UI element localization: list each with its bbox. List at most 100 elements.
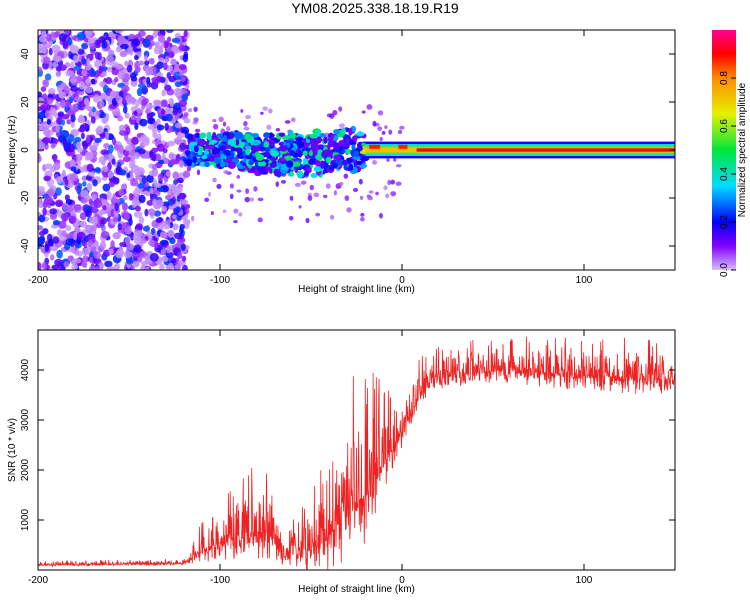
heatmap-cell	[180, 75, 186, 83]
heatmap-cell	[151, 163, 158, 171]
heatmap-cell	[47, 188, 55, 197]
heatmap-cell	[173, 102, 181, 111]
heatmap-cell	[341, 127, 347, 135]
heatmap-cell	[257, 160, 267, 168]
heatmap-cell	[67, 255, 74, 262]
heatmap-cell	[147, 208, 156, 216]
y-tick-label: -20	[20, 190, 31, 205]
heatmap-cell	[70, 85, 79, 92]
heatmap-cell	[90, 224, 98, 232]
heatmap-cell	[57, 111, 64, 117]
heatmap-cell	[56, 249, 63, 259]
heatmap-cell	[68, 215, 77, 224]
heatmap-cell	[132, 38, 141, 47]
heatmap-cell	[49, 254, 55, 261]
heatmap-cell	[44, 196, 54, 205]
heatmap-cell	[196, 169, 201, 176]
heatmap-cell	[133, 244, 142, 253]
heatmap-cell	[278, 132, 286, 137]
heatmap-cell	[99, 208, 106, 215]
heatmap-cell	[54, 258, 63, 267]
heatmap-cell	[74, 249, 80, 256]
heatmap-cell	[338, 106, 343, 112]
heatmap-cell	[61, 230, 67, 237]
heatmap-cell	[296, 140, 305, 149]
heatmap-cell	[117, 70, 125, 80]
heatmap-cell	[204, 161, 210, 167]
heatmap-cell	[42, 79, 50, 88]
heatmap-cell	[182, 54, 189, 63]
heatmap-cell	[147, 117, 155, 125]
heatmap-cell	[47, 88, 56, 95]
heatmap-cell	[79, 212, 87, 221]
heatmap-cell	[76, 141, 82, 149]
heatmap-cell	[314, 145, 319, 152]
heatmap-cell	[80, 189, 89, 198]
heatmap-cell	[174, 71, 180, 78]
heatmap-cell	[43, 175, 51, 182]
heatmap-cell	[358, 178, 363, 185]
heatmap-cell	[146, 76, 151, 84]
heatmap-cell	[323, 136, 328, 144]
heatmap-cell	[249, 197, 255, 202]
heatmap-cell	[355, 160, 363, 166]
heatmap-cell	[44, 243, 50, 253]
heatmap-cell	[144, 103, 153, 109]
heatmap-cell	[93, 266, 100, 270]
heatmap-cell	[102, 204, 107, 211]
y-tick-label: -40	[20, 238, 31, 253]
heatmap-cell	[258, 166, 267, 174]
heatmap-cell	[121, 183, 128, 191]
heatmap-cell	[174, 81, 182, 88]
heatmap-cell	[348, 163, 354, 171]
y-tick-label: 20	[20, 96, 31, 108]
heatmap-cell	[159, 263, 165, 270]
heatmap-cell	[178, 192, 187, 200]
heatmap-cell	[132, 260, 140, 268]
heatmap-cell	[361, 142, 367, 147]
heatmap-cell	[112, 216, 119, 223]
heatmap-cell	[181, 126, 190, 135]
heatmap-cell	[134, 33, 142, 40]
heatmap-cell	[139, 251, 148, 258]
heatmap-cell	[164, 55, 170, 63]
heatmap-cell	[38, 140, 44, 149]
heatmap-cell	[131, 199, 137, 209]
heatmap-cell	[142, 225, 150, 232]
heatmap-cell	[176, 251, 183, 260]
heatmap-cell	[99, 111, 107, 118]
heatmap-cell	[222, 209, 227, 213]
heatmap-cell	[112, 193, 117, 203]
heatmap-cell	[157, 133, 162, 141]
heatmap-cell	[38, 262, 42, 270]
heatmap-cell	[159, 186, 165, 192]
heatmap-cell	[149, 57, 155, 65]
heatmap-cell	[181, 93, 188, 102]
heatmap-cell	[94, 137, 102, 143]
heatmap-cell	[81, 42, 89, 50]
heatmap-cell	[302, 150, 308, 157]
heatmap-cell	[136, 112, 142, 119]
heatmap-cell	[99, 100, 105, 109]
heatmap-cell	[193, 117, 199, 123]
heatmap-cell	[187, 108, 193, 113]
heatmap-cell	[107, 134, 115, 141]
heatmap-cell	[99, 217, 107, 225]
heatmap-cell	[64, 30, 71, 35]
heatmap-cell	[90, 116, 96, 124]
x-tick-label: -100	[210, 575, 230, 586]
heatmap-cell	[133, 210, 143, 218]
heatmap-cell	[161, 89, 167, 97]
heatmap-cell	[112, 232, 121, 240]
heatmap-cell	[74, 136, 82, 143]
heatmap-cell	[38, 112, 46, 119]
x-tick-label: 0	[399, 575, 405, 586]
heatmap-cell	[135, 223, 144, 231]
heatmap-cell	[85, 78, 92, 85]
heatmap-cell	[99, 92, 108, 102]
heatmap-cell	[70, 114, 76, 123]
heatmap-cell	[284, 120, 291, 124]
heatmap-cell	[251, 132, 259, 138]
heatmap-cell	[395, 164, 402, 168]
heatmap-cell	[126, 64, 133, 73]
